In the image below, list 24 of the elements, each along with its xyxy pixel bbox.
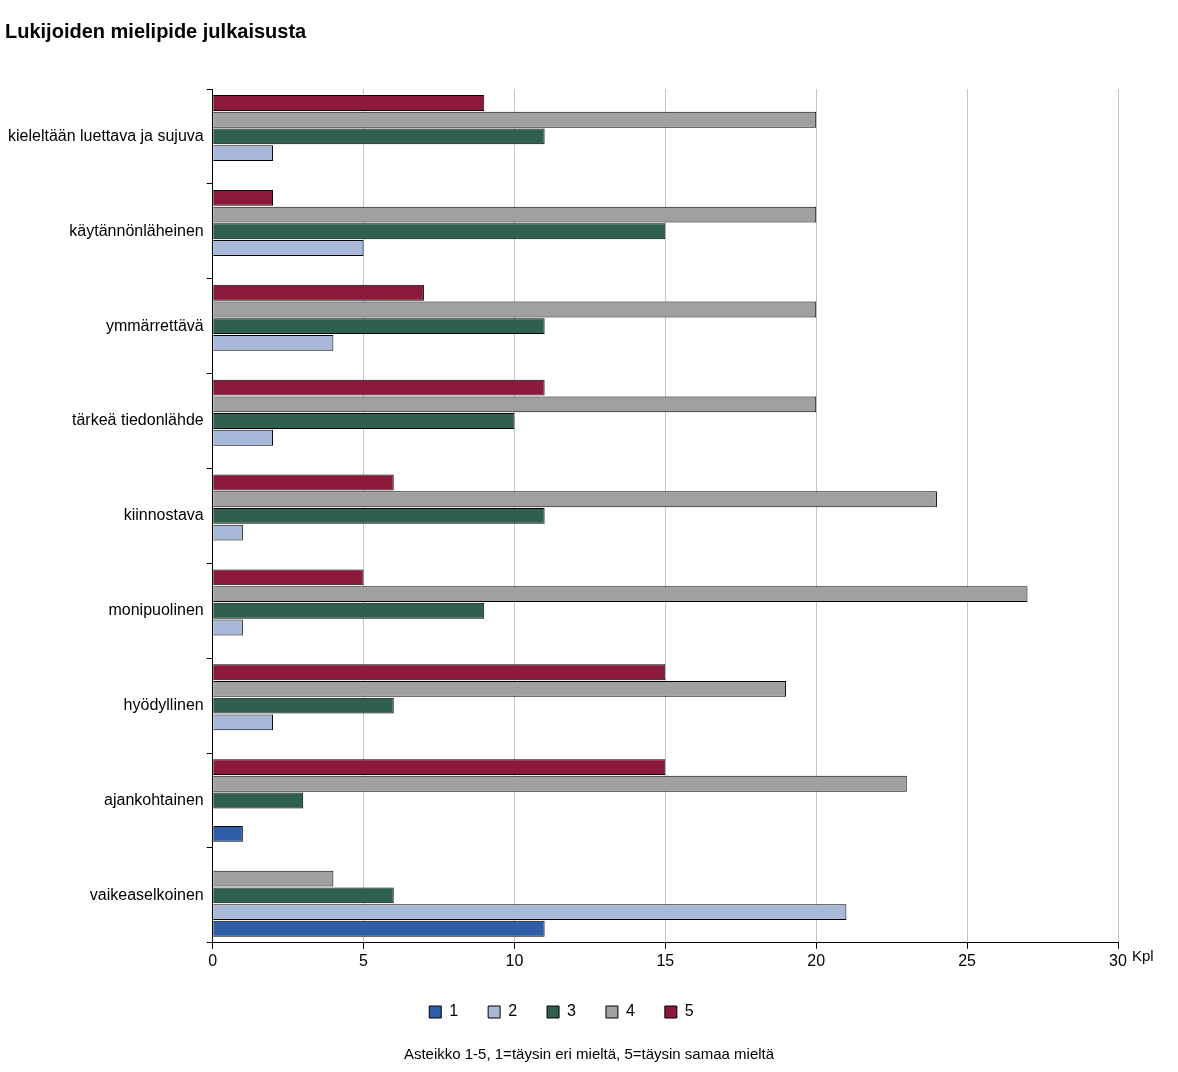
y-tick-label: kiinnostava — [123, 506, 204, 524]
legend-label: 3 — [567, 1002, 577, 1020]
legend-label: 5 — [684, 1002, 694, 1020]
x-tick-label: 5 — [359, 951, 369, 969]
y-tick-label: ymmärrettävä — [105, 316, 204, 334]
y-tick-label: hyödyllinen — [123, 696, 204, 714]
legend-label: 1 — [449, 1002, 459, 1020]
y-tick-label: vaikeaselkoinen — [89, 885, 204, 903]
x-tick-label: 10 — [505, 951, 524, 969]
y-tick-label: tärkeä tiedonlähde — [72, 411, 204, 429]
y-tick-label: käytännönläheinen — [69, 221, 204, 239]
x-tick-label: 30 — [1109, 951, 1127, 969]
x-axis-title: Kpl — [1132, 946, 1154, 964]
chart-title: Lukijoiden mielipide julkaisusta — [5, 19, 308, 42]
y-tick-label: ajankohtainen — [104, 790, 204, 808]
text: Asteikko 1-5, 1=täysin eri mieltä, 5=täysin samaa mieltä — [402, 1045, 776, 1062]
legend-label: 4 — [625, 1002, 635, 1020]
y-tick-label: kieleltään luettava ja sujuva — [7, 126, 204, 144]
x-tick-label: 15 — [656, 951, 675, 969]
legend-label: 2 — [508, 1002, 518, 1020]
x-tick-label: 25 — [958, 951, 977, 969]
y-tick-label: monipuolinen — [108, 601, 204, 619]
x-tick-label: 0 — [208, 951, 218, 969]
x-tick-label: 20 — [807, 951, 826, 969]
